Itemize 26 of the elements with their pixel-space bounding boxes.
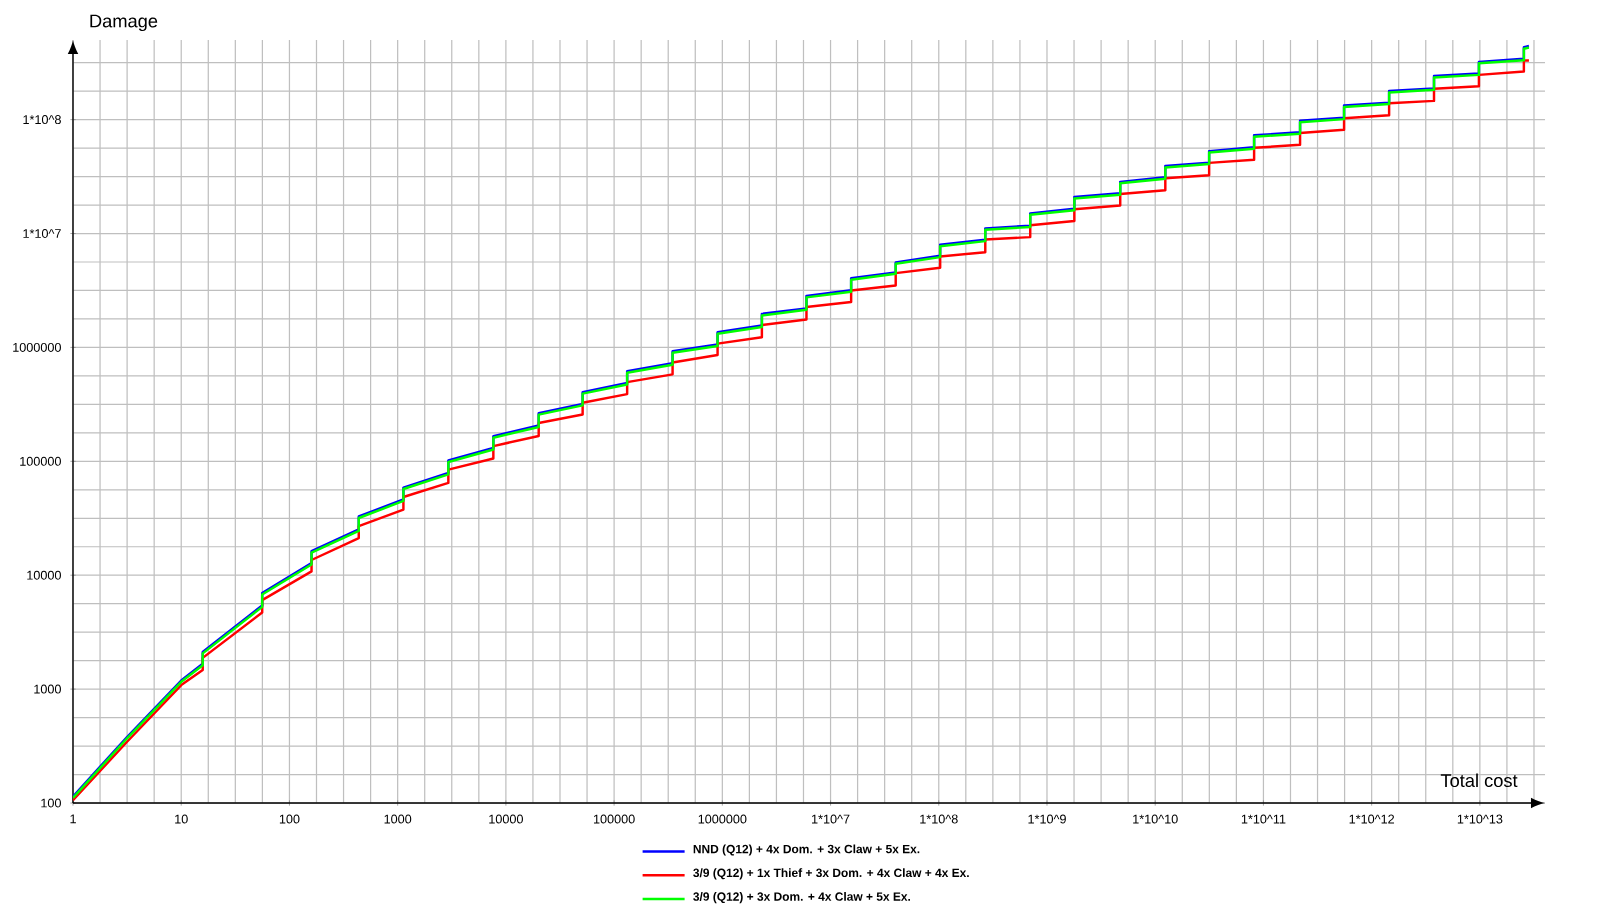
x-tick-label: 1*10^8 xyxy=(920,814,958,824)
x-tick-label: 1*10^12 xyxy=(1349,814,1395,824)
x-tick-label: 1*10^9 xyxy=(1028,814,1066,824)
x-tick-label: 1 xyxy=(70,814,76,824)
y-tick-label: 1*10^7 xyxy=(23,228,61,238)
x-axis-title: Total cost xyxy=(1440,773,1518,788)
x-tick-label: 1*10^10 xyxy=(1133,814,1178,824)
y-tick-label: 1000000 xyxy=(13,342,61,352)
x-tick-label: 10 xyxy=(175,814,188,824)
x-tick-label: 1000 xyxy=(384,814,412,824)
y-tick-label: 10000 xyxy=(27,570,61,580)
x-tick-label: 1*10^13 xyxy=(1457,814,1503,824)
y-tick-label: 1*10^8 xyxy=(23,115,61,125)
y-axis-title: Damage xyxy=(90,14,158,32)
x-tick-label: 1000000 xyxy=(698,814,747,824)
x-tick-label: 10000 xyxy=(489,814,523,824)
y-tick-label: 100 xyxy=(41,798,61,808)
x-tick-label: 1*10^7 xyxy=(812,814,850,824)
legend-label: 3/9 (Q12) + 3x Dom. + 4x Claw + 5x Ex. xyxy=(693,892,910,904)
x-tick-label: 100000 xyxy=(593,814,635,824)
legend-label: NND (Q12) + 4x Dom. + 3x Claw + 5x Ex. xyxy=(693,844,920,856)
legend-label: 3/9 (Q12) + 1x Thief + 3x Dom. + 4x Claw + 4x Ex. xyxy=(693,868,969,880)
x-tick-label: 100 xyxy=(279,814,300,824)
x-tick-label: 1*10^11 xyxy=(1241,814,1286,824)
y-tick-label: 1000 xyxy=(34,684,61,694)
y-tick-label: 100000 xyxy=(20,456,61,466)
